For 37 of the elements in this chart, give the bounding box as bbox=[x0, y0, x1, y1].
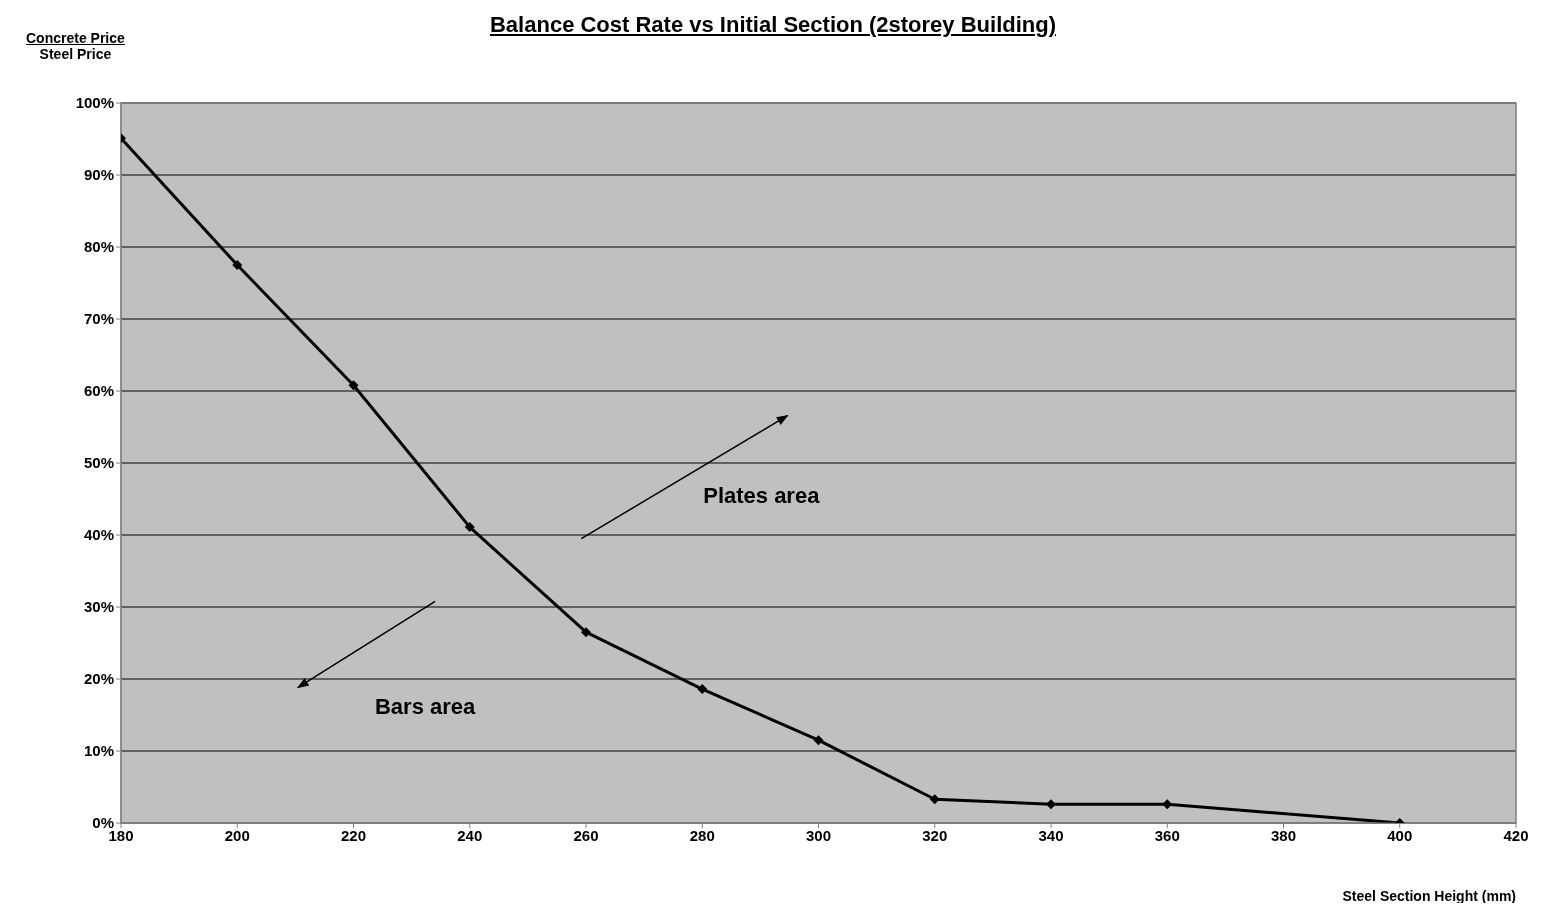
y-tick-label: 90% bbox=[83, 166, 114, 184]
point bbox=[348, 380, 359, 391]
y-tick-label: 30% bbox=[83, 598, 114, 616]
annotation: Bars area bbox=[374, 694, 477, 720]
y-tick-label: 40% bbox=[83, 526, 114, 544]
chart-title: Balance Cost Rate vs Initial Section (2storey Building) bbox=[489, 12, 1057, 37]
x-tick-label: 200 bbox=[224, 826, 250, 844]
y-tick-label: 70% bbox=[83, 310, 114, 328]
y-axis-title: Concrete Price Steel Price bbox=[26, 30, 125, 62]
point bbox=[1162, 799, 1173, 810]
x-tick-label: 240 bbox=[457, 826, 483, 844]
y-tick-label: 100% bbox=[75, 94, 114, 112]
x-tick-label: 220 bbox=[340, 826, 367, 844]
x-tick-label: 260 bbox=[573, 826, 599, 844]
x-tick-label: 320 bbox=[922, 826, 948, 844]
x-tick-label: 380 bbox=[1270, 826, 1297, 844]
annotation: Plates area bbox=[703, 482, 821, 508]
point bbox=[697, 684, 708, 695]
point bbox=[581, 627, 591, 638]
y-tick-label: 60% bbox=[83, 382, 114, 400]
y-tick-label: 20% bbox=[83, 670, 114, 688]
x-tick-label: 420 bbox=[1503, 826, 1529, 844]
point bbox=[1046, 799, 1056, 810]
y-tick-label: 80% bbox=[83, 238, 114, 256]
x-tick-label: 280 bbox=[689, 826, 715, 844]
x-tick-label: 340 bbox=[1038, 826, 1064, 844]
point bbox=[929, 794, 940, 805]
y-tick-label: 0% bbox=[92, 814, 114, 832]
point bbox=[813, 735, 824, 746]
x-tick-label: 300 bbox=[805, 826, 832, 844]
point bbox=[464, 522, 475, 533]
point bbox=[232, 260, 243, 270]
x-axis-title: Steel Section Height (mm) bbox=[1342, 888, 1516, 904]
y-tick-label: 10% bbox=[83, 742, 114, 760]
y-tick-label: 50% bbox=[83, 454, 114, 472]
x-tick-label: 360 bbox=[1154, 826, 1180, 844]
x-tick-label: 400 bbox=[1387, 826, 1413, 844]
